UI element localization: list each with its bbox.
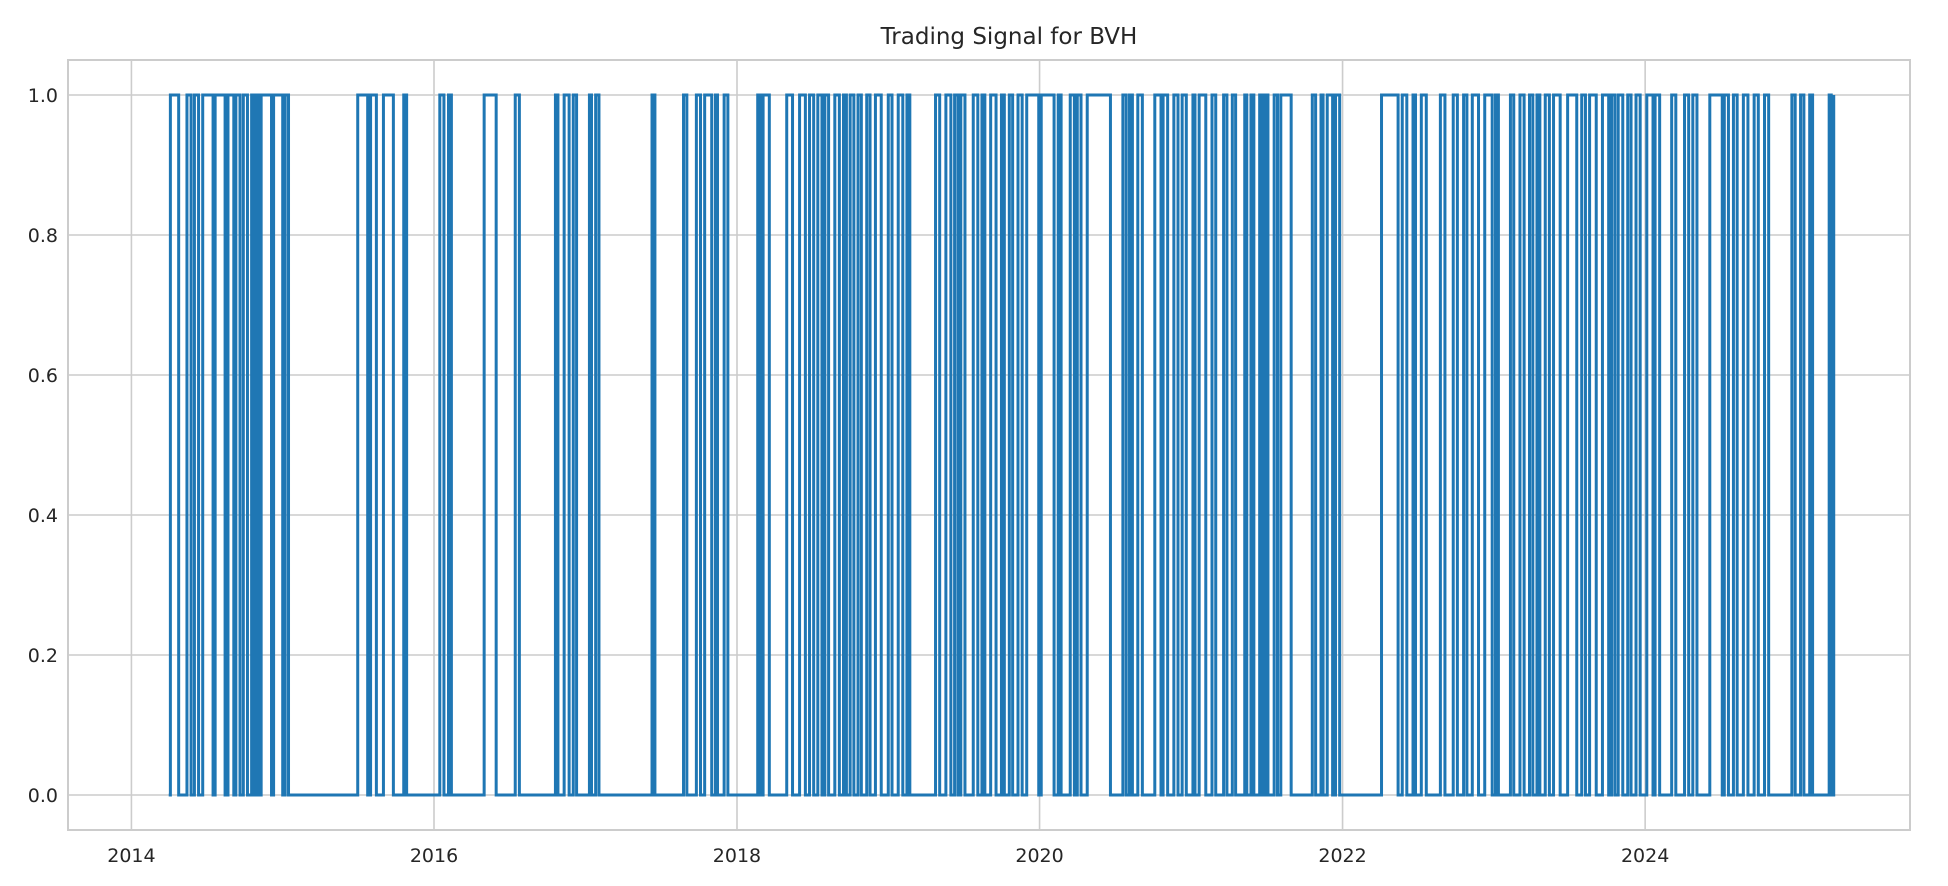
- x-tick-label: 2024: [1621, 845, 1669, 867]
- axes: [67, 59, 1911, 831]
- y-tick-label: 0.8: [28, 225, 58, 247]
- x-tick-label: 2014: [107, 845, 155, 867]
- plot-frame: [67, 59, 1911, 831]
- series-line-0: [168, 93, 1836, 797]
- chart-title: Trading Signal for BVH: [880, 24, 1138, 50]
- y-tick-label: 0.6: [28, 365, 58, 387]
- y-tick-label: 0.4: [28, 505, 58, 527]
- x-tick-label: 2020: [1015, 845, 1063, 867]
- y-tick-label: 1.0: [28, 85, 58, 107]
- x-tick-label: 2022: [1318, 845, 1366, 867]
- y-tick-label: 0.2: [28, 645, 58, 667]
- y-tick-label: 0.0: [28, 785, 58, 807]
- x-tick-label: 2016: [410, 845, 458, 867]
- x-tick-label: 2018: [713, 845, 761, 867]
- series: [168, 93, 1836, 797]
- tick-labels: 0.0 0.2 0.4 0.6 0.8 1.0 2014 2016 2018 2020 2022 20…: [28, 85, 1670, 867]
